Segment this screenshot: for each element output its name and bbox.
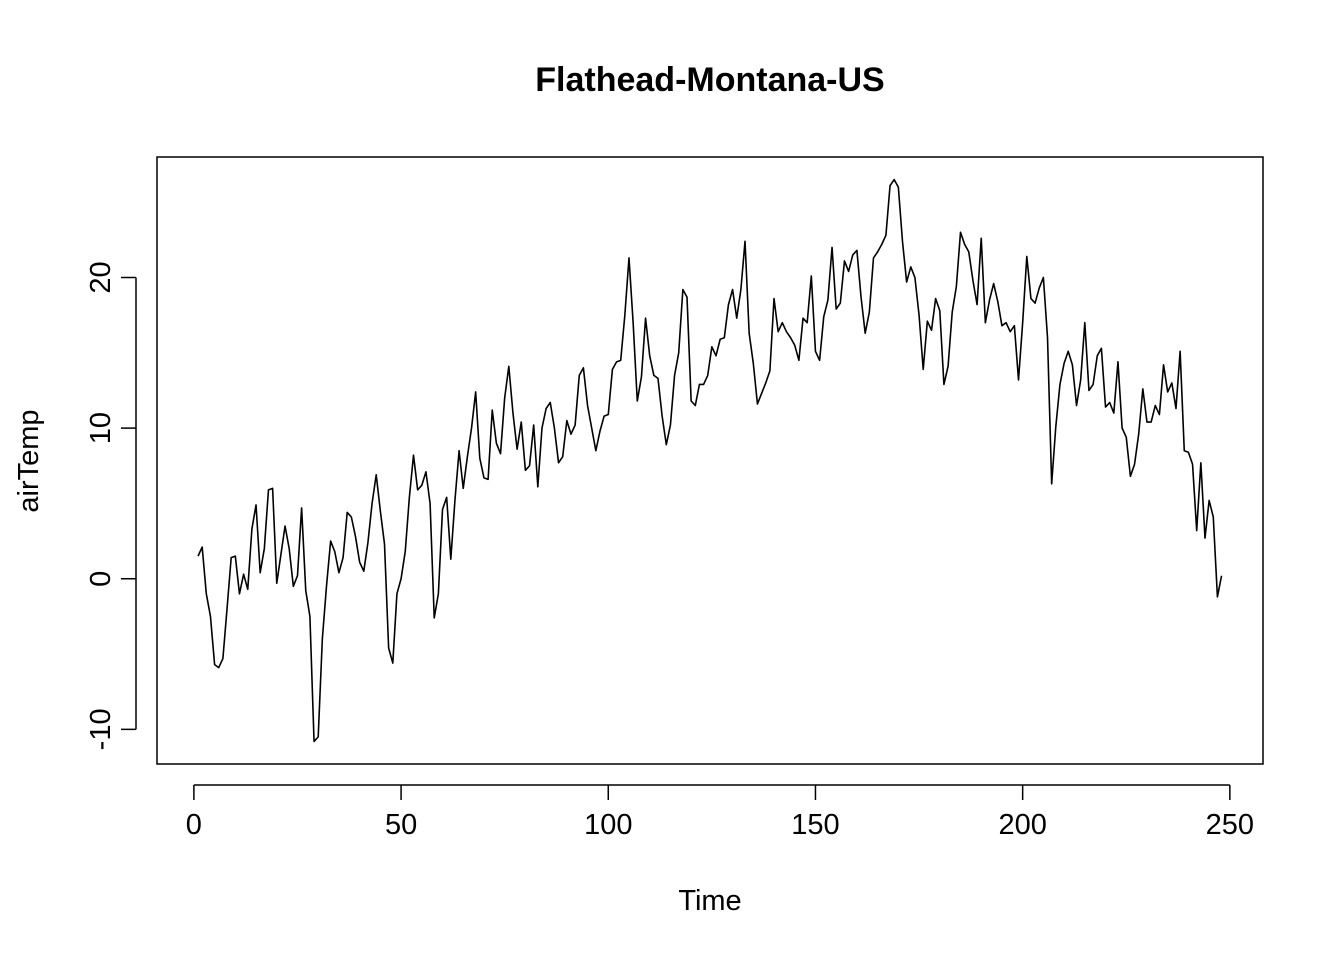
x-axis-label: Time [678,885,741,917]
x-tick-label: 50 [385,809,417,841]
x-tick-label: 150 [791,809,839,841]
y-tick-label: 10 [85,412,117,444]
x-tick-label: 0 [186,809,202,841]
chart-title: Flathead-Montana-US [535,61,884,99]
y-tick-label: -10 [85,708,117,750]
y-tick-label: 20 [85,261,117,293]
x-tick-label: 200 [998,809,1046,841]
plot-area-border [156,156,1264,765]
x-tick-label: 250 [1206,809,1254,841]
y-axis-label: airTemp [13,409,45,512]
x-axis: 0 50 100 150 200 250 [186,784,1254,841]
series-line-airtemp [197,178,1223,743]
y-axis: -10 0 10 20 [85,261,137,750]
x-tick-label: 100 [584,809,632,841]
y-tick-label: 0 [85,571,117,587]
